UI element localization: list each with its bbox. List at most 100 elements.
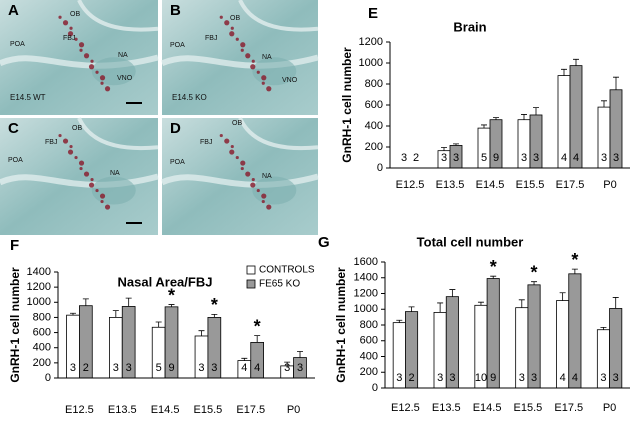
y-tick-label: 1200 <box>359 36 383 48</box>
structure-label: POA <box>170 159 185 166</box>
y-tick-label: 800 <box>33 311 51 323</box>
significance-marker: * <box>571 250 578 270</box>
labeled-cell <box>90 59 94 63</box>
x-tick-label: E17.5 <box>554 402 583 414</box>
labeled-cell <box>67 31 74 37</box>
structure-label: OB <box>230 15 240 22</box>
structure-label: OB <box>232 120 242 127</box>
sample-size-label: 9 <box>490 372 496 384</box>
labeled-cell <box>266 204 272 210</box>
structure-label: POA <box>10 41 25 48</box>
y-tick-label: 600 <box>33 326 51 338</box>
labeled-cell <box>100 199 104 204</box>
legend-swatch <box>246 279 256 289</box>
labeled-cell <box>240 48 244 52</box>
error-bar <box>211 314 218 318</box>
error-bar <box>198 330 205 336</box>
sample-size-label: 9 <box>168 362 174 374</box>
structure-label: NA <box>118 52 128 59</box>
x-tick-label: E15.5 <box>514 402 543 414</box>
sample-size-label: 4 <box>572 372 578 384</box>
error-bar <box>241 357 248 361</box>
tissue-structure <box>77 0 159 32</box>
y-tick-label: 200 <box>365 141 383 153</box>
x-tick-label: E14.5 <box>476 179 505 191</box>
structure-label: FBJ <box>45 139 57 146</box>
error-bar <box>518 299 525 308</box>
sample-size-label: 3 <box>297 362 303 374</box>
labeled-cell <box>78 160 85 166</box>
y-tick-label: 200 <box>360 366 378 378</box>
x-tick-label: E12.5 <box>396 179 425 191</box>
structure-label: NA <box>110 170 120 177</box>
sample-size-label: 3 <box>449 372 455 384</box>
sample-size-label: 3 <box>113 362 119 374</box>
labeled-cell <box>250 64 256 70</box>
labeled-cell <box>240 42 246 48</box>
labeled-cell <box>261 75 267 81</box>
significance-marker: * <box>490 257 497 277</box>
x-tick-label: E17.5 <box>556 179 585 191</box>
labeled-cell <box>240 166 244 171</box>
sample-size-label: 3 <box>521 152 527 164</box>
sample-size-label: 3 <box>396 372 402 384</box>
legend-label: FE65 KO <box>259 279 300 290</box>
legend-label: CONTROLS <box>259 265 315 276</box>
labeled-cell <box>104 86 111 92</box>
sample-size-label: 5 <box>481 152 487 164</box>
y-tick-label: 1400 <box>27 266 51 278</box>
x-tick-label: E15.5 <box>194 404 223 416</box>
bar-chart: F Nasal Area/FBJ GnRH-1 cell number 0 200 400… <box>8 237 315 416</box>
labeled-cell <box>229 31 235 37</box>
micrographs: A OB FBJ POA NA VNO E14.5 WT B OB FBJ POA NA VNO E14.… <box>0 0 319 235</box>
sample-size-label: 3 <box>401 152 407 164</box>
sample-size-label: 5 <box>156 362 162 374</box>
labeled-cell <box>88 64 95 70</box>
tissue-structure <box>238 0 319 32</box>
panel-letter: D <box>170 120 181 137</box>
labeled-cell <box>62 20 69 26</box>
labeled-cell <box>230 26 234 30</box>
labeled-cell <box>99 193 106 199</box>
sample-size-label: 3 <box>613 372 619 384</box>
labeled-cell <box>224 20 230 26</box>
image-caption: E14.5 KO <box>172 93 207 102</box>
error-bar <box>601 100 607 108</box>
tissue-structure <box>238 117 319 151</box>
error-bar <box>533 107 539 115</box>
x-tick-label: P0 <box>603 179 616 191</box>
error-bar <box>571 268 578 274</box>
labeled-cell <box>250 182 256 188</box>
sample-size-label: 3 <box>601 152 607 164</box>
sample-size-label: 2 <box>408 372 414 384</box>
sample-size-label: 10 <box>475 372 487 384</box>
labeled-cell <box>256 70 260 74</box>
labeled-cell <box>83 171 90 177</box>
labeled-cell <box>62 138 69 144</box>
labeled-cell <box>266 86 272 92</box>
image-caption: E14.5 WT <box>10 93 46 102</box>
sample-size-label: 3 <box>519 372 525 384</box>
sample-size-label: 4 <box>241 362 247 374</box>
labeled-cell <box>100 81 104 85</box>
y-axis-label: GnRH-1 cell number <box>8 267 22 383</box>
significance-marker: * <box>254 316 261 336</box>
panel-letter: F <box>10 237 19 254</box>
labeled-cell <box>251 59 255 63</box>
y-tick-label: 0 <box>45 372 51 384</box>
y-tick-label: 1600 <box>354 256 378 268</box>
error-bar <box>155 321 162 328</box>
labeled-cell <box>74 155 78 160</box>
labeled-cell <box>74 37 78 41</box>
y-tick-label: 1000 <box>27 296 51 308</box>
labeled-cell <box>256 188 260 193</box>
labeled-cell <box>78 42 85 48</box>
labeled-cell <box>79 48 83 52</box>
significance-marker: * <box>211 295 218 315</box>
structure-label: FBJ <box>205 35 217 42</box>
error-bar <box>168 304 175 307</box>
x-tick-label: E13.5 <box>108 404 137 416</box>
labeled-cell <box>69 144 73 149</box>
